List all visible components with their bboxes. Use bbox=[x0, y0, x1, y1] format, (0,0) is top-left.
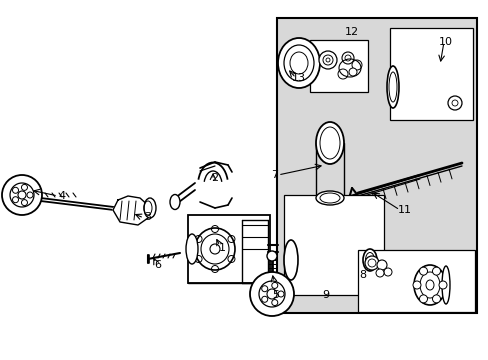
Text: 12: 12 bbox=[344, 27, 358, 37]
Circle shape bbox=[376, 260, 386, 270]
Circle shape bbox=[419, 295, 427, 303]
Text: 1: 1 bbox=[218, 243, 225, 253]
Circle shape bbox=[351, 60, 361, 70]
Circle shape bbox=[249, 272, 293, 316]
Circle shape bbox=[383, 268, 391, 276]
Ellipse shape bbox=[143, 198, 156, 218]
Ellipse shape bbox=[441, 266, 449, 304]
Circle shape bbox=[412, 281, 420, 289]
Ellipse shape bbox=[170, 194, 180, 210]
Text: 8: 8 bbox=[359, 270, 366, 280]
Bar bbox=[187, 215, 269, 283]
Ellipse shape bbox=[413, 265, 445, 305]
Ellipse shape bbox=[315, 122, 343, 164]
Text: 4: 4 bbox=[59, 191, 65, 201]
Bar bbox=[284, 195, 383, 295]
Bar bbox=[357, 250, 474, 312]
Circle shape bbox=[2, 175, 42, 215]
Ellipse shape bbox=[284, 240, 297, 280]
Circle shape bbox=[337, 69, 347, 79]
Circle shape bbox=[375, 269, 383, 277]
Circle shape bbox=[364, 256, 378, 270]
Text: 6: 6 bbox=[154, 260, 161, 270]
Bar bbox=[389, 28, 472, 120]
Circle shape bbox=[341, 52, 353, 64]
Text: 13: 13 bbox=[291, 73, 305, 83]
Circle shape bbox=[447, 96, 461, 110]
Text: 7: 7 bbox=[271, 170, 278, 180]
Circle shape bbox=[431, 295, 440, 303]
Circle shape bbox=[419, 267, 427, 275]
Ellipse shape bbox=[185, 234, 198, 264]
Text: 3: 3 bbox=[144, 212, 151, 222]
Ellipse shape bbox=[315, 191, 343, 205]
Ellipse shape bbox=[386, 66, 398, 108]
Bar bbox=[276, 18, 476, 313]
Ellipse shape bbox=[278, 38, 319, 88]
Ellipse shape bbox=[195, 228, 235, 270]
Circle shape bbox=[431, 267, 440, 275]
Text: 9: 9 bbox=[322, 290, 329, 300]
Polygon shape bbox=[113, 196, 150, 225]
Circle shape bbox=[438, 281, 446, 289]
Circle shape bbox=[348, 68, 356, 76]
Circle shape bbox=[318, 51, 336, 69]
Text: 10: 10 bbox=[438, 37, 452, 47]
Ellipse shape bbox=[362, 249, 376, 271]
Text: 2: 2 bbox=[211, 173, 218, 183]
Text: 5: 5 bbox=[272, 290, 279, 300]
Circle shape bbox=[266, 251, 276, 261]
Text: 11: 11 bbox=[397, 205, 411, 215]
Bar bbox=[309, 40, 367, 92]
